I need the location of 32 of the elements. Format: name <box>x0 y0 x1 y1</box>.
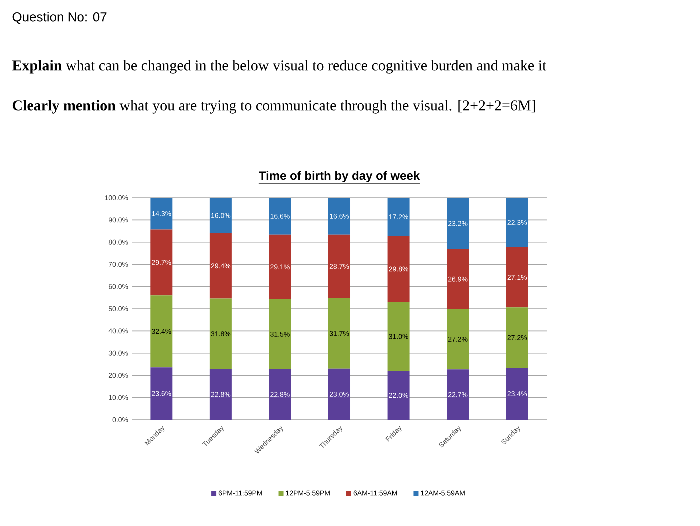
bar <box>269 198 292 235</box>
bar <box>269 234 292 300</box>
bar <box>447 198 470 250</box>
text: Explain what can be changed in the below visual to reduce cognitive burden and make it <box>12 60 547 74</box>
bar <box>388 236 410 302</box>
bar <box>328 368 351 420</box>
bar <box>150 368 173 420</box>
bar <box>447 309 470 370</box>
bar <box>150 198 173 230</box>
bar <box>388 371 410 420</box>
bar <box>210 198 232 234</box>
bar <box>269 299 292 370</box>
text: Clearly mention what you are trying to communicate through the visual. [2+2+2=6M] <box>12 100 536 114</box>
bar <box>447 249 470 310</box>
chart-title: Time of birth by day of week <box>259 171 420 182</box>
bar <box>506 308 528 368</box>
bar <box>506 198 528 248</box>
bar <box>210 298 232 370</box>
bar <box>210 369 232 420</box>
text: Question No: 07 <box>12 12 107 24</box>
bar <box>388 302 410 372</box>
bar <box>269 369 292 420</box>
bar <box>150 296 173 368</box>
bar <box>328 298 351 369</box>
bar <box>210 234 232 299</box>
bar <box>328 198 351 235</box>
bar <box>150 230 173 296</box>
bar <box>447 370 470 420</box>
bar <box>328 234 351 299</box>
bar <box>506 247 528 308</box>
bar <box>388 198 410 236</box>
bar <box>506 368 528 420</box>
